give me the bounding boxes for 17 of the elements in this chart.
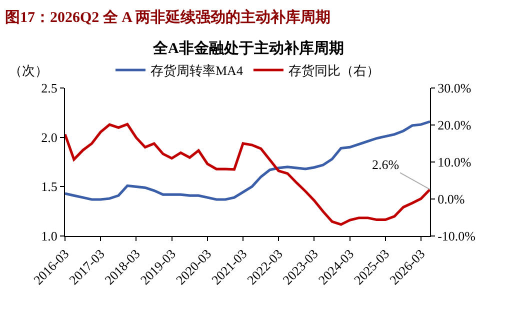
y2-tick-label: 10.0% bbox=[438, 154, 472, 170]
y2-tick-label: 30.0% bbox=[438, 80, 472, 96]
line-series bbox=[65, 120, 430, 201]
legend-label: 存货同比（右） bbox=[288, 63, 380, 78]
y2-tick-label: -10.0% bbox=[438, 228, 476, 244]
y-tick-label: 1.5 bbox=[41, 179, 58, 194]
data-label: 2.6% bbox=[372, 157, 400, 172]
y2-tick-label: 20.0% bbox=[438, 118, 472, 133]
line-series bbox=[65, 122, 430, 226]
y-tick-label: 2.5 bbox=[41, 80, 58, 96]
y2-tick-label: 0.0% bbox=[438, 192, 465, 207]
y-axis-title: （次） bbox=[9, 63, 48, 78]
legend-label: 存货周转率MA4 bbox=[150, 63, 244, 78]
chart-title: 图17：2026Q2 全 A 两非延续强劲的主动补库周期 bbox=[5, 8, 330, 26]
y-tick-label: 1.0 bbox=[41, 228, 58, 244]
y-tick-label: 2.0 bbox=[41, 130, 58, 145]
chart-subtitle: 全A非金融处于主动补库周期 bbox=[152, 39, 344, 57]
